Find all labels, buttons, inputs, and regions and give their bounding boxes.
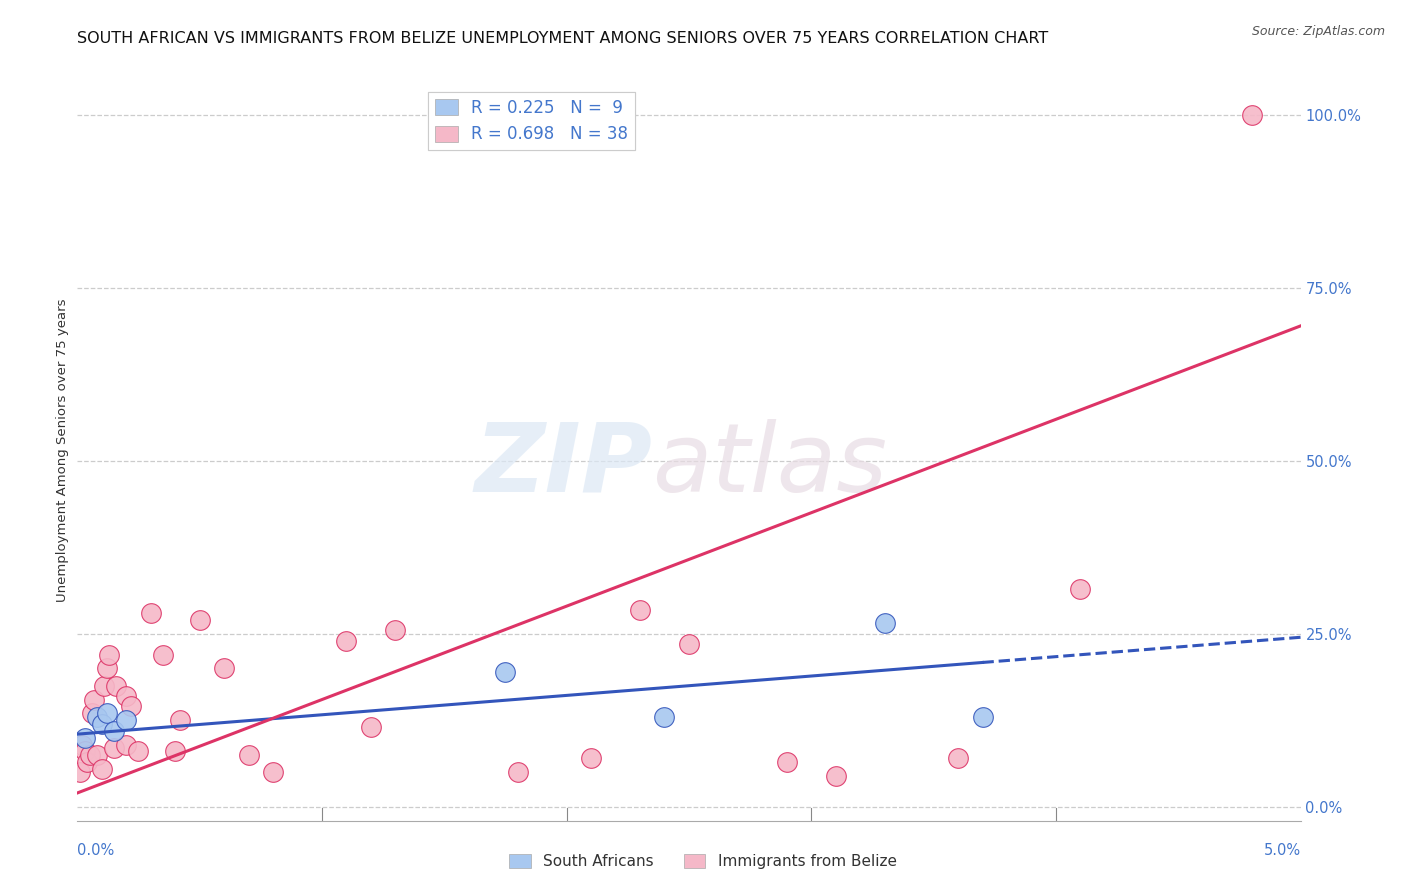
Legend: R = 0.225   N =  9, R = 0.698   N = 38: R = 0.225 N = 9, R = 0.698 N = 38 <box>429 92 636 150</box>
Point <box>86 747 108 762</box>
Text: 0.0%: 0.0% <box>77 843 114 858</box>
Point <box>654 710 676 724</box>
Point <box>873 616 896 631</box>
Point <box>79 747 101 762</box>
Point <box>972 710 994 724</box>
Point <box>90 762 112 776</box>
Y-axis label: Unemployment Among Seniors over 75 years: Unemployment Among Seniors over 75 years <box>56 299 69 602</box>
Point <box>90 716 112 731</box>
Point <box>103 723 125 738</box>
Point <box>93 679 115 693</box>
Point <box>120 699 142 714</box>
Point <box>73 744 96 758</box>
Point <box>824 769 846 783</box>
Point <box>96 706 118 721</box>
Point <box>98 648 121 662</box>
Point <box>128 744 150 758</box>
Point <box>384 624 406 638</box>
Point <box>76 755 98 769</box>
Point <box>103 741 125 756</box>
Point <box>115 714 138 728</box>
Point <box>360 720 382 734</box>
Point <box>238 747 260 762</box>
Point <box>1069 582 1091 596</box>
Point <box>96 661 118 675</box>
Point <box>946 751 969 765</box>
Text: Source: ZipAtlas.com: Source: ZipAtlas.com <box>1251 25 1385 38</box>
Text: SOUTH AFRICAN VS IMMIGRANTS FROM BELIZE UNEMPLOYMENT AMONG SENIORS OVER 75 YEARS: SOUTH AFRICAN VS IMMIGRANTS FROM BELIZE … <box>77 31 1049 46</box>
Text: ZIP: ZIP <box>474 418 652 512</box>
Point <box>80 706 103 721</box>
Point <box>169 714 191 728</box>
Point <box>86 710 108 724</box>
Point <box>73 731 96 745</box>
Point <box>188 613 211 627</box>
Legend: South Africans, Immigrants from Belize: South Africans, Immigrants from Belize <box>503 847 903 875</box>
Point <box>115 738 138 752</box>
Point <box>115 689 138 703</box>
Point <box>579 751 602 765</box>
Point <box>69 765 91 780</box>
Point <box>506 765 529 780</box>
Point <box>495 665 517 679</box>
Point <box>1240 108 1263 122</box>
Point <box>262 765 284 780</box>
Point <box>678 637 700 651</box>
Point <box>83 692 105 706</box>
Point <box>335 633 357 648</box>
Text: 5.0%: 5.0% <box>1264 843 1301 858</box>
Point <box>628 602 651 616</box>
Point <box>70 738 93 752</box>
Point <box>165 744 187 758</box>
Text: atlas: atlas <box>652 418 887 512</box>
Point <box>152 648 174 662</box>
Point <box>776 755 799 769</box>
Point <box>212 661 235 675</box>
Point <box>139 606 162 620</box>
Point <box>105 679 128 693</box>
